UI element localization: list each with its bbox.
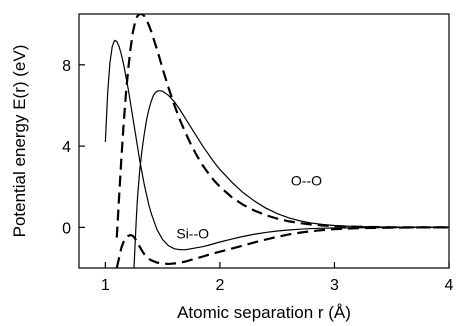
y-tick-label: 8 [62, 58, 71, 75]
series-layer [104, 14, 449, 268]
series-line-4 [115, 226, 449, 268]
series-line-3 [115, 14, 449, 238]
ticks-layer: 1 2 3 4 0 4 8 [62, 58, 453, 294]
plot-frame [78, 13, 450, 269]
series-line-1 [104, 39, 449, 251]
annotations-layer: O--O Si--O [176, 173, 322, 242]
curve-annotation-2: Si--O [176, 226, 209, 242]
x-tick-label: 1 [101, 277, 110, 294]
x-tick-label: 3 [330, 277, 339, 294]
x-tick-label: 4 [445, 277, 454, 294]
curve-annotation-1: O--O [291, 173, 322, 189]
x-axis-title: Atomic separation r (Å) [177, 303, 351, 322]
y-tick-label: 4 [62, 139, 71, 156]
x-tick-label: 2 [215, 277, 224, 294]
y-axis-title: Potential energy E(r) (eV) [10, 45, 29, 238]
y-tick-label: 0 [62, 220, 71, 237]
